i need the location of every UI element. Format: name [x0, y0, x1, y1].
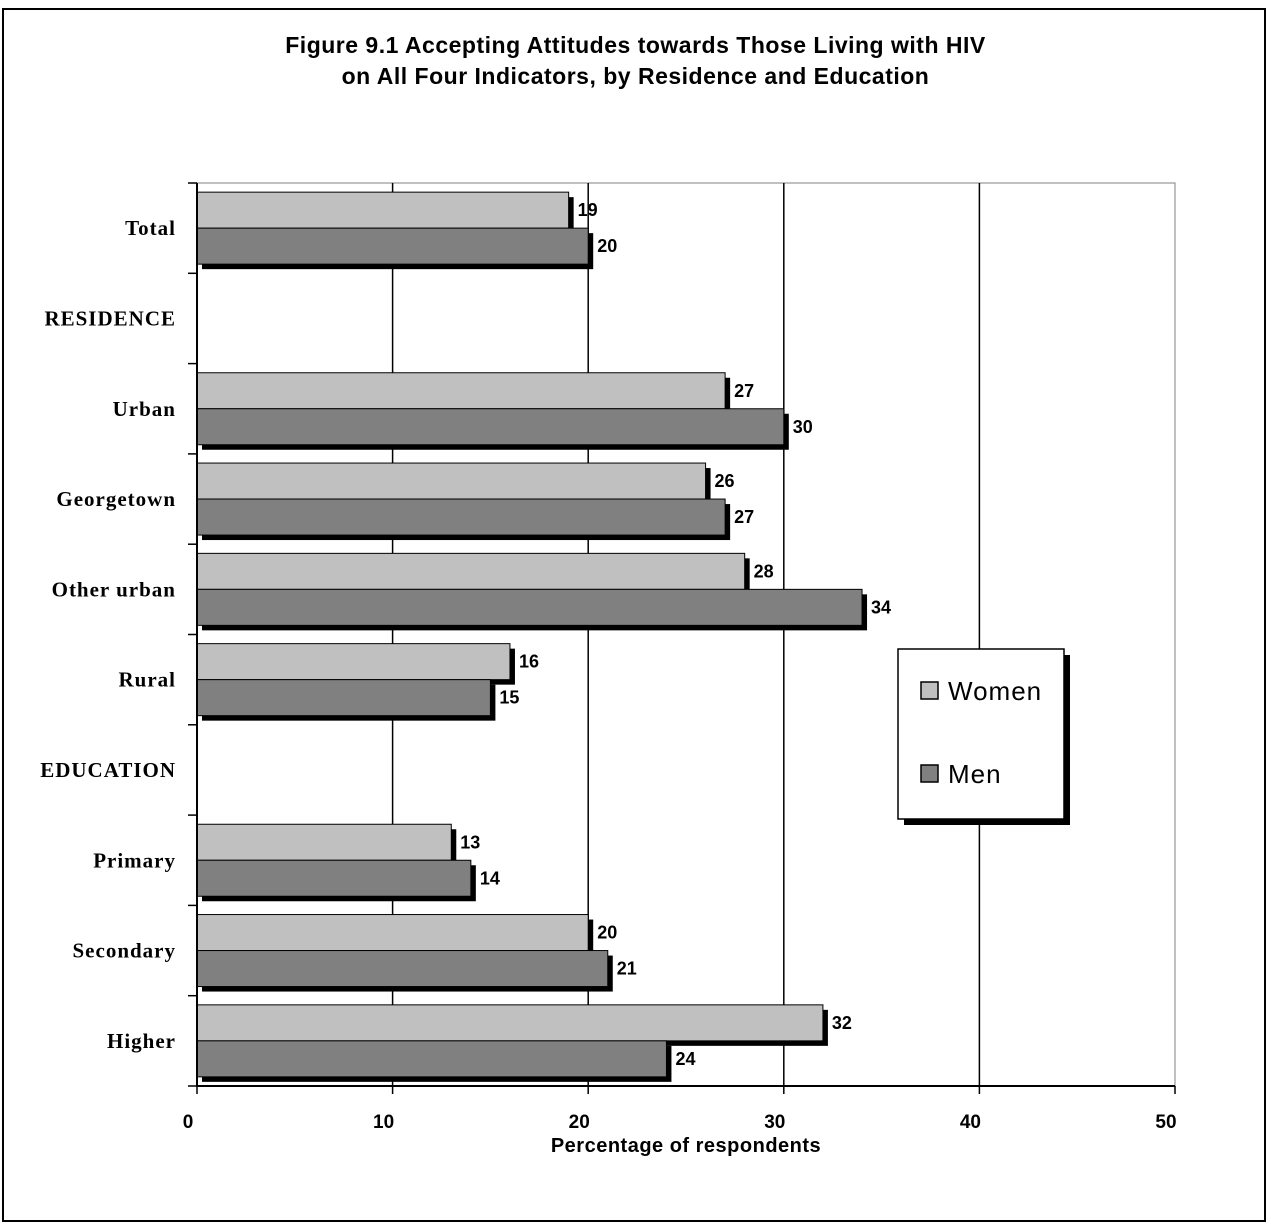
legend: Women Men [897, 648, 1070, 825]
category-label-rural: Rural [119, 668, 177, 692]
bars [196, 191, 868, 1082]
value-label-women-urban: 27 [734, 381, 754, 401]
category-label-primary: Primary [93, 848, 176, 872]
value-label-women-total: 19 [578, 200, 598, 220]
value-label-women-primary: 13 [460, 832, 480, 852]
bar-women-georgetown [196, 462, 707, 500]
category-label-total: Total [125, 216, 176, 240]
x-tick-label-10: 10 [373, 1112, 394, 1133]
value-label-men-higher: 24 [675, 1049, 695, 1069]
value-label-men-urban: 30 [793, 417, 813, 437]
legend-label-women: Women [948, 676, 1042, 706]
category-label-georgetown: Georgetown [56, 487, 176, 511]
value-label-men-secondary: 21 [617, 959, 637, 979]
category-label-urban: Urban [113, 397, 176, 421]
value-label-women-georgetown: 26 [715, 471, 735, 491]
bar-men-rural [196, 679, 491, 717]
x-tick-label-30: 30 [764, 1112, 785, 1133]
bar-women-other-urban [196, 552, 746, 590]
x-axis-title: Percentage of respondents [551, 1135, 821, 1157]
bar-men-total [196, 227, 589, 265]
value-label-men-other-urban: 34 [871, 597, 891, 617]
bar-men-higher [196, 1040, 667, 1078]
tick-labels: 0 10 20 30 40 50 [183, 1112, 1177, 1133]
value-label-men-primary: 14 [480, 868, 500, 888]
bar-men-georgetown [196, 498, 726, 536]
chart-title-block: Figure 9.1 Accepting Attitudes towards T… [0, 30, 1271, 92]
legend-box [897, 648, 1065, 820]
bar-women-higher [196, 1004, 824, 1042]
value-label-men-rural: 15 [499, 688, 519, 708]
x-tick-label-40: 40 [960, 1112, 981, 1133]
category-label-residence: RESIDENCE [44, 306, 176, 330]
x-tick-label-0: 0 [183, 1112, 194, 1133]
category-label-higher: Higher [107, 1029, 176, 1053]
category-label-education: EDUCATION [40, 758, 176, 782]
value-label-women-secondary: 20 [597, 923, 617, 943]
axes [188, 182, 1176, 1094]
value-label-women-other-urban: 28 [754, 561, 774, 581]
legend-swatch-men [920, 764, 939, 783]
bar-women-primary [196, 823, 452, 861]
bar-men-secondary [196, 950, 609, 988]
chart-title: Figure 9.1 Accepting Attitudes towards T… [285, 32, 986, 58]
bar-men-urban [196, 408, 785, 446]
bar-men-other-urban [196, 588, 863, 626]
category-labels: Total RESIDENCE Urban Georgetown Other urban… [40, 216, 177, 1053]
bar-women-secondary [196, 914, 589, 952]
x-tick-label-20: 20 [569, 1112, 590, 1133]
legend-label-men: Men [948, 759, 1002, 789]
bar-men-primary [196, 859, 472, 897]
bar-women-rural [196, 643, 511, 681]
x-tick-label-50: 50 [1155, 1112, 1176, 1133]
category-label-secondary: Secondary [73, 939, 177, 963]
category-label-other-urban: Other urban [52, 577, 176, 601]
value-label-women-rural: 16 [519, 652, 539, 672]
value-label-men-georgetown: 27 [734, 507, 754, 527]
value-label-men-total: 20 [597, 236, 617, 256]
chart-subtitle: on All Four Indicators, by Residence and… [341, 63, 930, 89]
legend-swatch-women [920, 681, 939, 700]
bar-women-total [196, 191, 570, 229]
value-label-women-higher: 32 [832, 1013, 852, 1033]
bar-women-urban [196, 372, 726, 410]
